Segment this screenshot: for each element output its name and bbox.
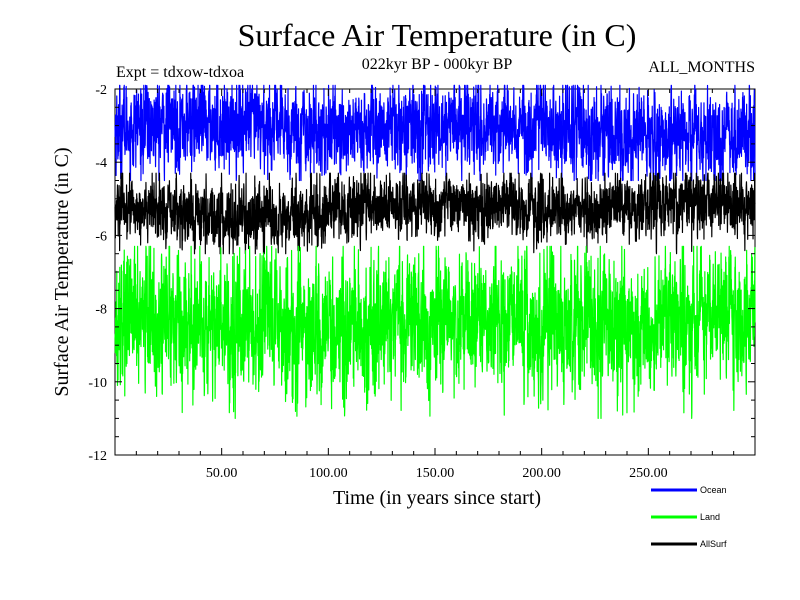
y-axis-label: Surface Air Temperature (in C) bbox=[51, 147, 73, 396]
experiment-label: Expt = tdxow-tdxoa bbox=[116, 64, 244, 81]
series-group bbox=[114, 84, 756, 419]
series-line-land bbox=[114, 245, 756, 419]
series-line-ocean bbox=[114, 84, 756, 182]
y-tick-label: -8 bbox=[95, 303, 107, 318]
legend: Ocean Land AllSurf bbox=[651, 485, 727, 549]
y-tick-label: -12 bbox=[88, 449, 107, 464]
y-tick-label: -4 bbox=[95, 156, 107, 171]
plot-area: 50.00 100.00 150.00 200.00 250.00 -12 -10 -8 -6… bbox=[88, 83, 756, 481]
x-tick-label: 50.00 bbox=[206, 466, 238, 481]
x-ticks: 50.00 100.00 150.00 200.00 250.00 bbox=[135, 89, 735, 481]
x-tick-label: 250.00 bbox=[629, 466, 668, 481]
y-tick-label: -2 bbox=[95, 83, 107, 98]
x-axis-label: Time (in years since start) bbox=[333, 487, 541, 509]
series-line-allsurf bbox=[114, 172, 756, 255]
y-tick-label: -10 bbox=[88, 376, 107, 391]
x-tick-label: 200.00 bbox=[522, 466, 561, 481]
legend-label-land: Land bbox=[700, 512, 720, 522]
x-tick-label: 150.00 bbox=[416, 466, 455, 481]
legend-label-allsurf: AllSurf bbox=[700, 539, 727, 549]
x-tick-label: 100.00 bbox=[309, 466, 348, 481]
chart-title: Surface Air Temperature (in C) bbox=[238, 17, 637, 53]
y-ticks: -12 -10 -8 -6 -4 -2 bbox=[88, 83, 755, 464]
months-label: ALL_MONTHS bbox=[648, 59, 755, 76]
y-tick-label: -6 bbox=[95, 229, 107, 244]
legend-label-ocean: Ocean bbox=[700, 485, 727, 495]
chart-subtitle: 022kyr BP - 000kyr BP bbox=[362, 56, 513, 73]
